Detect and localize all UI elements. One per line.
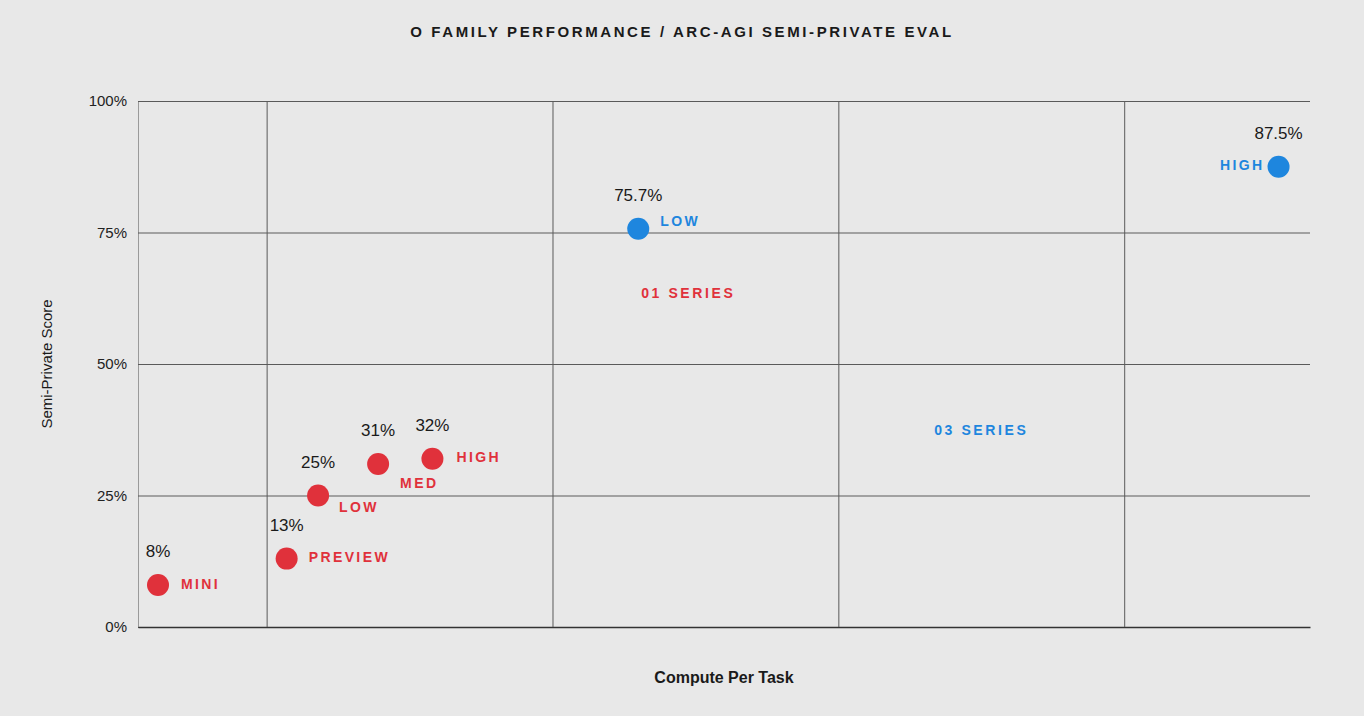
point-label: HIGH — [456, 449, 501, 465]
data-label: 13% — [270, 516, 304, 535]
y-tick-label: 0% — [105, 618, 127, 635]
background — [0, 0, 1364, 716]
x-grid-line — [1124, 101, 1125, 627]
plot-area — [147, 156, 1290, 596]
y-tick: 100% — [89, 92, 1310, 109]
series-name: 03 SERIES — [934, 422, 1028, 438]
point-label: LOW — [339, 499, 379, 515]
point-label: LOW — [660, 213, 700, 229]
point — [147, 574, 169, 596]
x-axis-title: Compute Per Task — [654, 669, 793, 686]
point — [276, 548, 298, 570]
y-grid-line — [138, 364, 1310, 365]
x-tick — [838, 101, 839, 627]
title: O FAMILY PERFORMANCE / ARC-AGI SEMI-PRIV… — [410, 23, 953, 40]
x-tick — [267, 101, 268, 627]
data-label: 25% — [301, 453, 335, 472]
y-tick-label: 100% — [89, 92, 127, 109]
y-grid-line — [138, 627, 1310, 628]
point — [421, 448, 443, 470]
y-tick-label: 50% — [97, 355, 127, 372]
chart: O FAMILY PERFORMANCE / ARC-AGI SEMI-PRIV… — [0, 0, 1364, 716]
y-tick: 75% — [97, 224, 1310, 241]
y-axis-title: Semi-Private Score — [38, 299, 55, 428]
point-label: PREVIEW — [309, 549, 390, 565]
point-label: MINI — [181, 576, 220, 592]
x-tick — [552, 101, 553, 627]
x-tick — [1124, 101, 1125, 627]
x-grid-line — [267, 101, 268, 627]
x-grid-line — [552, 101, 553, 627]
y-grid-line — [138, 233, 1310, 234]
y-grid-line — [138, 101, 1310, 102]
data-label: 32% — [415, 416, 449, 435]
data-label: 87.5% — [1254, 124, 1302, 143]
data-label: 75.7% — [614, 186, 662, 205]
data-label: 8% — [146, 542, 171, 561]
y-tick: 50% — [97, 355, 1310, 372]
point — [367, 453, 389, 475]
y-tick-label: 75% — [97, 224, 127, 241]
point — [627, 218, 649, 240]
x-grid-line — [838, 101, 839, 627]
point-label: HIGH — [1220, 157, 1265, 173]
y-tick-label: 25% — [97, 487, 127, 504]
annotations: 8% 13% 25% 31% 32% MINI PREVIEW LOW MED HIGH 01 SE… — [146, 124, 1303, 591]
point — [307, 485, 329, 507]
series-name: 01 SERIES — [641, 285, 735, 301]
y-axis: 0% 25% 50% 75% 100% — [89, 92, 1310, 635]
y-tick: 0% — [105, 618, 1310, 635]
x-axis — [139, 101, 1311, 628]
y-tick: 25% — [97, 487, 1310, 504]
point-label: MED — [400, 475, 438, 491]
data-label: 31% — [361, 421, 395, 440]
x-axis-line — [139, 627, 1311, 629]
point — [1268, 156, 1290, 178]
